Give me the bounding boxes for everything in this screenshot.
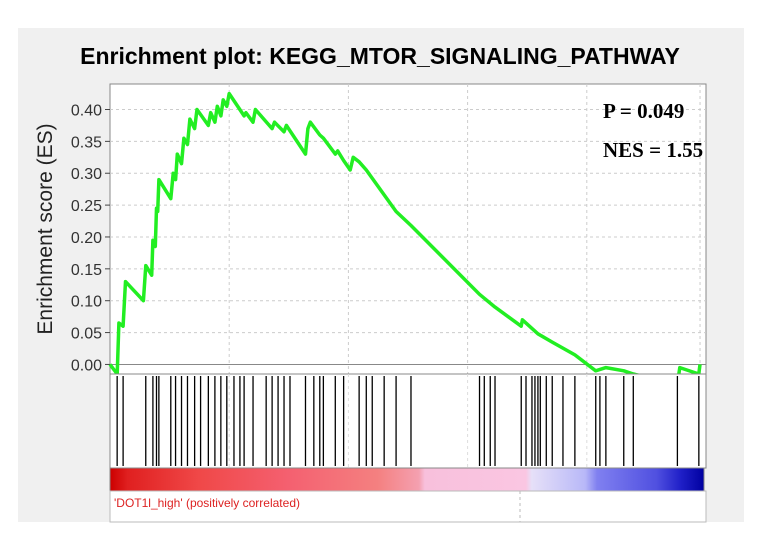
es-curve [108,91,702,386]
y-tick-label: 0.40 [71,102,102,119]
y-tick-label: 0.30 [71,166,102,183]
y-axis-label: Enrichment score (ES) [34,123,57,334]
hits-grid [228,374,588,468]
y-tick-label: 0.05 [71,326,102,343]
hits-panel [109,373,707,469]
y-axis: 0.00 0.05 0.10 0.15 0.20 0.25 0.30 0.35 0.40 [71,102,110,374]
y-tick-label: 0.25 [71,198,102,215]
p-value: P = 0.049 [603,99,684,123]
es-panel [109,83,707,375]
y-tick-label: 0.15 [71,262,102,279]
y-tick-label: 0.00 [71,357,102,374]
y-tick-label: 0.20 [71,230,102,247]
gene-hits [116,376,700,466]
y-tick-label: 0.10 [71,294,102,311]
grid [110,84,706,374]
phenotype-label: 'DOT1l_high' (positively correlated) [114,496,300,510]
y-tick-label: 0.35 [71,134,102,151]
rank-color-bar [109,467,705,492]
nes-value: NES = 1.55 [603,138,703,162]
chart-title: Enrichment plot: KEGG_MTOR_SIGNALING_PAT… [80,43,680,69]
label-panel [109,490,707,523]
